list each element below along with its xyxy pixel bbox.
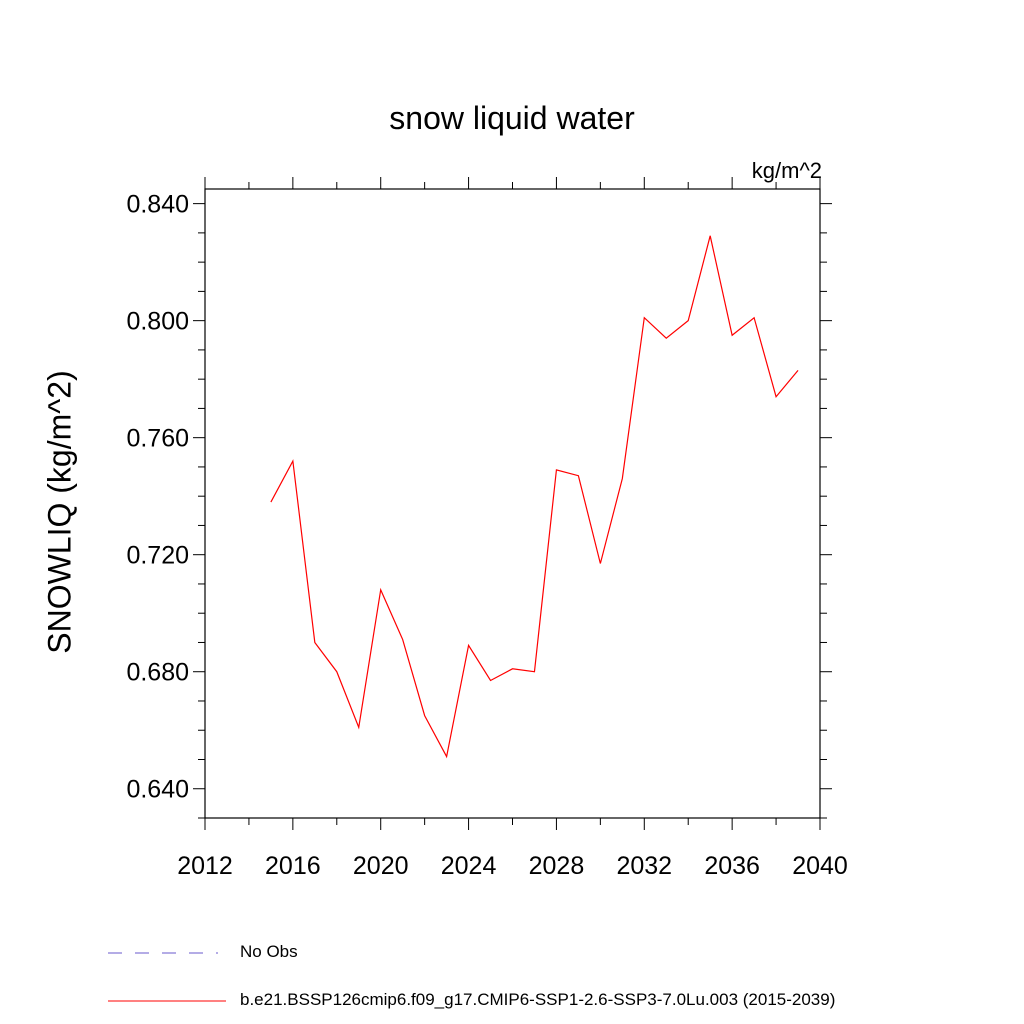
- chart-title: snow liquid water: [389, 100, 635, 136]
- y-tick-label: 0.840: [126, 191, 189, 219]
- x-tick-label: 2016: [265, 852, 321, 880]
- x-tick-label: 2012: [177, 852, 233, 880]
- series-line: [270, 235, 799, 759]
- x-tick-label: 2020: [353, 852, 409, 880]
- units-label: kg/m^2: [751, 158, 822, 183]
- x-tick-label: 2028: [529, 852, 585, 880]
- x-tick-label: 2024: [441, 852, 497, 880]
- legend-label-no-obs: No Obs: [240, 942, 298, 961]
- y-tick-label: 0.760: [126, 425, 189, 453]
- y-tick-label: 0.800: [126, 308, 189, 336]
- y-tick-label: 0.640: [126, 776, 189, 804]
- y-tick-label: 0.720: [126, 542, 189, 570]
- x-tick-label: 2040: [792, 852, 848, 880]
- x-tick-label: 2036: [704, 852, 760, 880]
- plot-frame: [204, 188, 821, 819]
- y-tick-label: 0.680: [126, 659, 189, 687]
- legend-label-model: b.e21.BSSP126cmip6.f09_g17.CMIP6-SSP1-2.…: [240, 990, 836, 1009]
- x-tick-label: 2032: [616, 852, 672, 880]
